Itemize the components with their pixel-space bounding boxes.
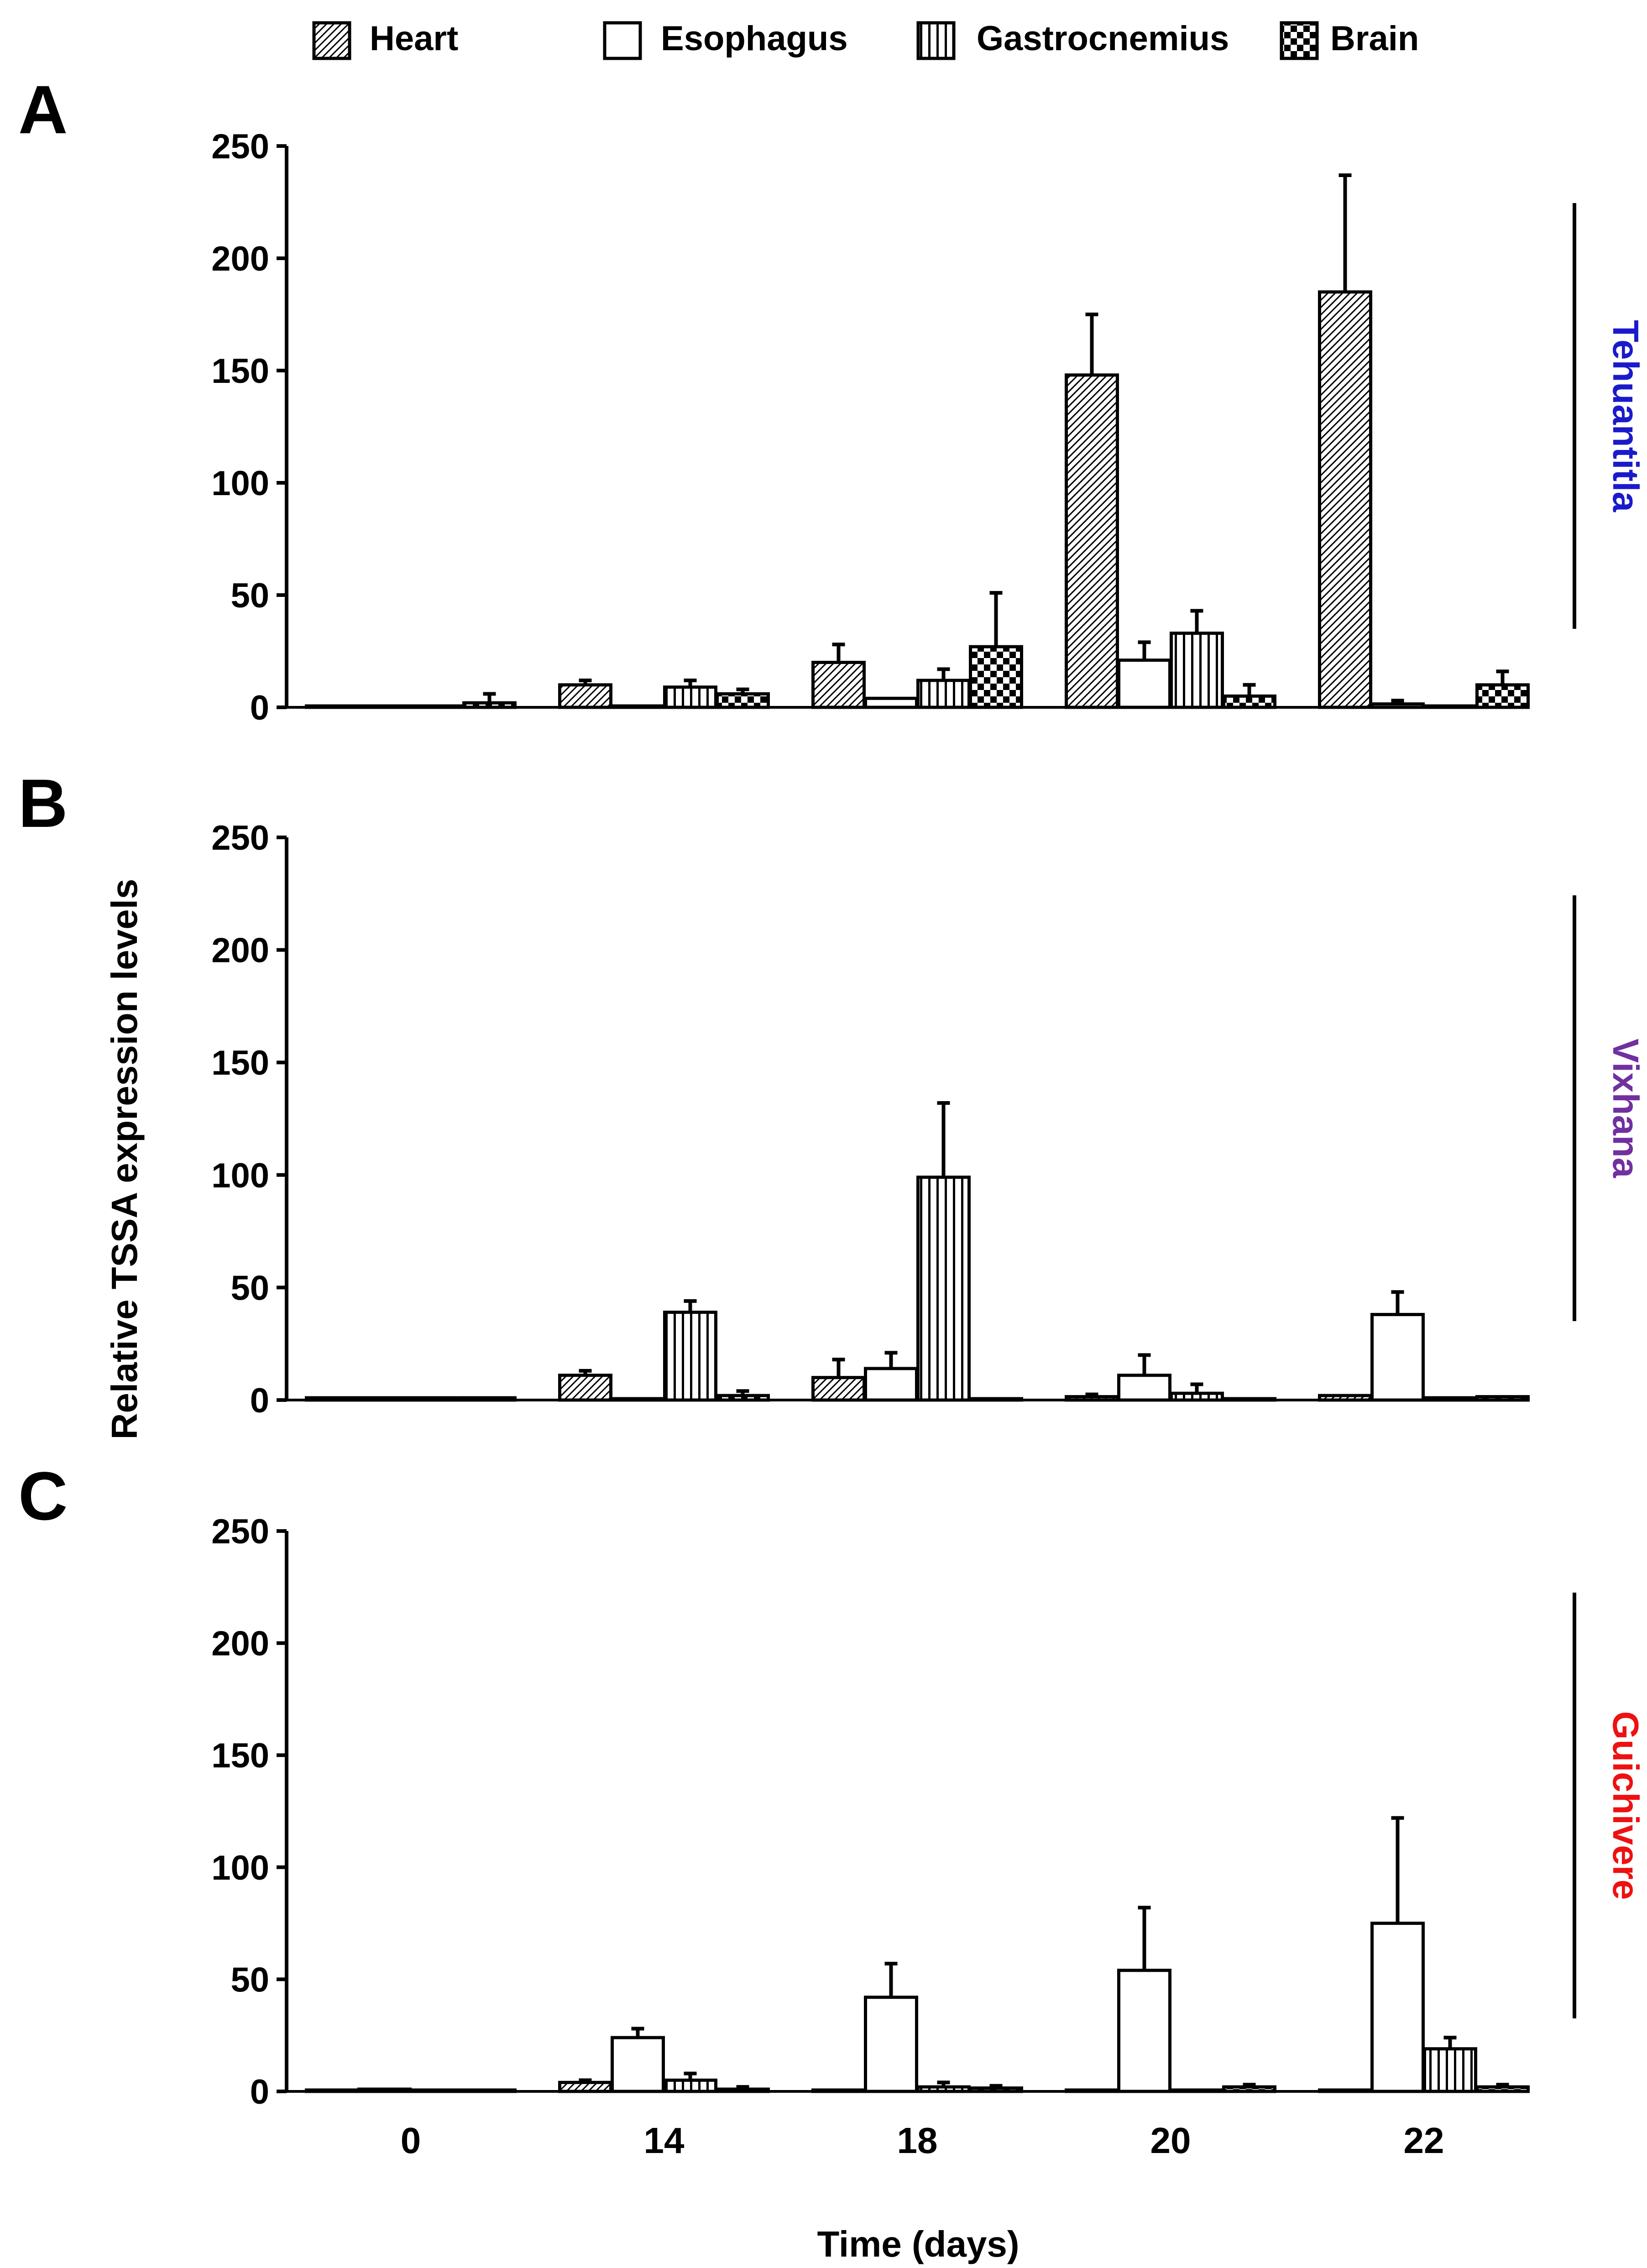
panel-c: 0 50 100 150 200 250 Guichivere 0 14 18 20 22 <box>211 1512 1646 2161</box>
y-tick-label: 250 <box>211 127 269 166</box>
group-label-tehuantitla: Tehuantitla <box>1605 320 1646 512</box>
y-tick-label: 150 <box>211 1736 269 1775</box>
bar-esophagus-20 <box>1117 1969 1171 2093</box>
panel-a: 0 50 100 150 200 250 Tehuantitla <box>211 127 1646 727</box>
bar-esophagus-18 <box>864 1996 918 2093</box>
bar-esophagus-20 <box>1117 658 1171 709</box>
bar-brain-14 <box>716 692 770 709</box>
bar-esophagus-22 <box>1370 1313 1425 1402</box>
y-tick-label: 250 <box>211 819 269 857</box>
bar-brain-22 <box>1475 683 1530 709</box>
x-tick-label: 20 <box>1150 2120 1191 2161</box>
group-label-vixhana: Vixhana <box>1605 1039 1646 1178</box>
y-tick-label: 100 <box>211 464 269 503</box>
legend-item-heart: Heart <box>312 19 458 60</box>
y-tick-label: 100 <box>211 1849 269 1887</box>
y-tick-label: 200 <box>211 931 269 970</box>
legend-item-gastrocnemius: Gastrocnemius <box>916 19 1229 60</box>
bar-gastrocnemius-14 <box>663 685 717 709</box>
bar-heart-22 <box>1318 290 1372 709</box>
legend-label-esophagus: Esophagus <box>661 19 848 58</box>
bar-gastrocnemius-14 <box>663 1311 717 1402</box>
bar-gastrocnemius-22 <box>1423 2047 1477 2093</box>
y-tick-label: 250 <box>211 1512 269 1551</box>
y-tick-label: 50 <box>230 1269 269 1307</box>
y-tick-label: 0 <box>250 2073 269 2111</box>
legend-label-gastrocnemius: Gastrocnemius <box>977 19 1229 58</box>
y-tick-label: 100 <box>211 1156 269 1195</box>
legend: Heart Esophagus Gastrocnemius Brain <box>312 19 1419 60</box>
y-tick-label: 0 <box>250 689 269 727</box>
y-axis-title: Relative TSSA expression levels <box>104 879 145 1440</box>
panel-b: 0 50 100 150 200 250 Vixhana <box>211 819 1646 1420</box>
bar-gastrocnemius-18 <box>916 1176 971 1402</box>
x-tick-label: 18 <box>897 2120 938 2161</box>
bar-esophagus-20 <box>1117 1374 1171 1402</box>
legend-item-brain: Brain <box>1280 19 1419 60</box>
bar-gastrocnemius-20 <box>1170 632 1224 709</box>
bar-heart-20 <box>1065 373 1119 709</box>
bar-heart-14 <box>558 683 612 709</box>
panel-letter-a: A <box>18 71 68 148</box>
legend-swatch-brain <box>1280 21 1319 60</box>
bar-heart-18 <box>811 661 866 709</box>
bar-esophagus-14 <box>611 2036 665 2093</box>
x-tick-label: 22 <box>1404 2120 1444 2161</box>
bar-gastrocnemius-18 <box>916 679 971 709</box>
panel-letter-b: B <box>18 765 68 841</box>
legend-swatch-gastrocnemius <box>916 21 956 60</box>
bar-heart-18 <box>811 1376 866 1402</box>
y-tick-label: 150 <box>211 1044 269 1082</box>
x-axis-title: Time (days) <box>817 2224 1019 2264</box>
group-label-guichivere: Guichivere <box>1605 1711 1646 1900</box>
bar-brain-18 <box>969 645 1023 709</box>
panel-letter-c: C <box>18 1458 68 1534</box>
bar-brain-20 <box>1222 694 1276 709</box>
y-tick-label: 0 <box>250 1381 269 1420</box>
y-tick-label: 50 <box>230 1960 269 1999</box>
y-tick-label: 150 <box>211 352 269 391</box>
legend-swatch-esophagus <box>603 21 642 60</box>
bar-esophagus-18 <box>864 1367 918 1402</box>
legend-label-heart: Heart <box>370 19 458 58</box>
y-tick-label: 200 <box>211 1625 269 1663</box>
charts: 050100150200250Tehuantitla05010015020025… <box>211 127 1646 2161</box>
legend-item-esophagus: Esophagus <box>603 19 848 60</box>
bar-gastrocnemius-14 <box>663 2078 717 2093</box>
x-tick-label: 0 <box>401 2120 421 2161</box>
x-tick-label: 14 <box>644 2120 685 2161</box>
bar-esophagus-22 <box>1370 1922 1425 2093</box>
legend-swatch-heart <box>312 21 351 60</box>
bar-heart-14 <box>558 1374 612 1402</box>
legend-label-brain: Brain <box>1330 19 1419 58</box>
y-tick-label: 200 <box>211 240 269 278</box>
y-tick-label: 50 <box>230 576 269 615</box>
